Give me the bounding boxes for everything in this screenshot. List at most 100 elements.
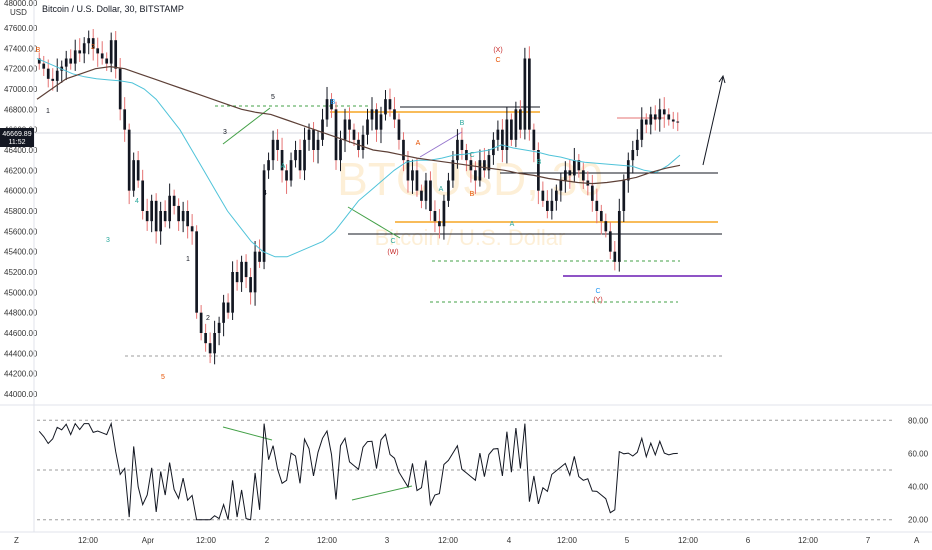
time-tick-label: 12:00 [798, 536, 819, 545]
candle-body [226, 302, 230, 313]
candle-body [42, 63, 46, 69]
time-axis[interactable]: Z A 12:00 Apr 12:00 2 12:00 3 12:00 4 12:00 5 12:0… [14, 536, 920, 545]
candle-body [644, 119, 648, 125]
time-tick-label: 12:00 [557, 536, 578, 545]
ema-fast-line[interactable] [36, 58, 681, 258]
candle-body [280, 150, 284, 171]
candle-body [635, 139, 639, 150]
candle-body [424, 180, 428, 201]
candle-body [447, 180, 450, 201]
time-tick-label: 7 [866, 536, 871, 545]
candle-body [590, 185, 594, 201]
candle-body [474, 170, 477, 181]
candle-body [69, 58, 73, 64]
candle-body [217, 322, 221, 333]
ema-slow-line[interactable] [36, 65, 681, 185]
candle-body [568, 170, 572, 176]
oscillator-line[interactable] [38, 421, 678, 521]
current-price-value: 46669.89 [2, 131, 31, 138]
candle-body [528, 58, 531, 130]
candle-body [348, 119, 351, 130]
price-tick-label: 47600.00 [4, 24, 38, 33]
candle-body [487, 155, 491, 171]
wave-label: 2 [91, 44, 95, 51]
scale-corner-right[interactable]: A [914, 536, 920, 545]
candle-body [613, 251, 617, 262]
price-tick-label: 45000.00 [4, 288, 38, 297]
candle-body [316, 139, 320, 150]
time-tick-label: 12:00 [678, 536, 699, 545]
scale-corner-left[interactable]: Z [14, 536, 19, 545]
wave-label: 5 [271, 94, 275, 101]
forecast-arrow-line[interactable] [702, 76, 724, 166]
candle-body [429, 180, 432, 211]
candle-body [483, 160, 486, 171]
wave-label: (Y) [593, 297, 602, 304]
candle-body [505, 119, 509, 150]
wave-labels[interactable]: B 2 1 3 4 5 1 2 3 4 5 A B C (W) A A B C B (X) C A B C (Y) [36, 44, 603, 381]
price-tick-label: 46800.00 [4, 105, 38, 114]
time-tick-label: 12:00 [196, 536, 217, 545]
candle-body [141, 180, 145, 211]
level-lines[interactable] [35, 105, 932, 357]
current-price-badge-bg [0, 128, 34, 147]
trendline-purple[interactable] [419, 131, 463, 158]
candle-body [262, 170, 266, 262]
candle-body [676, 121, 680, 123]
oscillator-tick-label: 40.00 [908, 483, 929, 492]
trend-lines[interactable] [222, 74, 726, 501]
candle-body [303, 139, 306, 171]
candle-body [136, 160, 140, 181]
candle-body [388, 99, 392, 110]
candle-body [222, 302, 225, 323]
candle-body [231, 272, 234, 313]
price-tick-label: 46400.00 [4, 146, 38, 155]
wave-label: B [331, 99, 336, 106]
candle-body [114, 40, 118, 69]
candle-body [406, 160, 410, 181]
candlesticks[interactable] [37, 29, 680, 365]
candle-body [249, 277, 252, 293]
candle-body [370, 109, 374, 120]
candle-body [554, 190, 558, 201]
candle-body [46, 68, 50, 79]
current-price-badge[interactable]: 46669.89 11:52 [0, 128, 34, 147]
wave-label: (W) [387, 249, 398, 256]
candle-body [577, 160, 581, 171]
trendline-green-down[interactable] [347, 206, 401, 239]
candle-body [411, 170, 414, 181]
wave-label: A [510, 221, 515, 228]
candle-body [379, 114, 383, 130]
oscillator-axis[interactable]: 80.00 60.00 40.00 20.00 [908, 416, 929, 524]
candle-body [465, 150, 468, 161]
candle-body [195, 231, 198, 313]
price-tick-label: 44000.00 [4, 390, 38, 399]
candle-body [402, 139, 405, 161]
wave-label: B [36, 47, 41, 54]
candle-body [478, 160, 482, 181]
trendline-green-up[interactable] [222, 107, 271, 145]
candle-body [352, 129, 356, 140]
candle-body [271, 139, 275, 161]
candle-body [667, 114, 671, 120]
price-tick-label: 47200.00 [4, 65, 38, 74]
price-tick-label: 45600.00 [4, 227, 38, 236]
candle-body [658, 109, 662, 120]
wave-label: 3 [223, 129, 227, 136]
candle-body [671, 119, 675, 122]
candle-body [159, 211, 163, 232]
wave-label: 2 [206, 315, 210, 322]
wave-label: B [537, 159, 542, 166]
candle-body [285, 170, 288, 181]
candle-body [100, 53, 104, 59]
candle-body [298, 150, 302, 171]
candle-body [492, 139, 495, 156]
candle-body [325, 99, 329, 120]
price-axis[interactable]: 48000.00 USD 47600.00 47400.00 47200.00 470… [4, 0, 38, 399]
osc-trendline-2[interactable] [351, 485, 413, 501]
candle-body [510, 119, 513, 140]
candle-body [163, 211, 167, 222]
time-tick-label: 12:00 [317, 536, 338, 545]
candle-body [617, 211, 621, 262]
